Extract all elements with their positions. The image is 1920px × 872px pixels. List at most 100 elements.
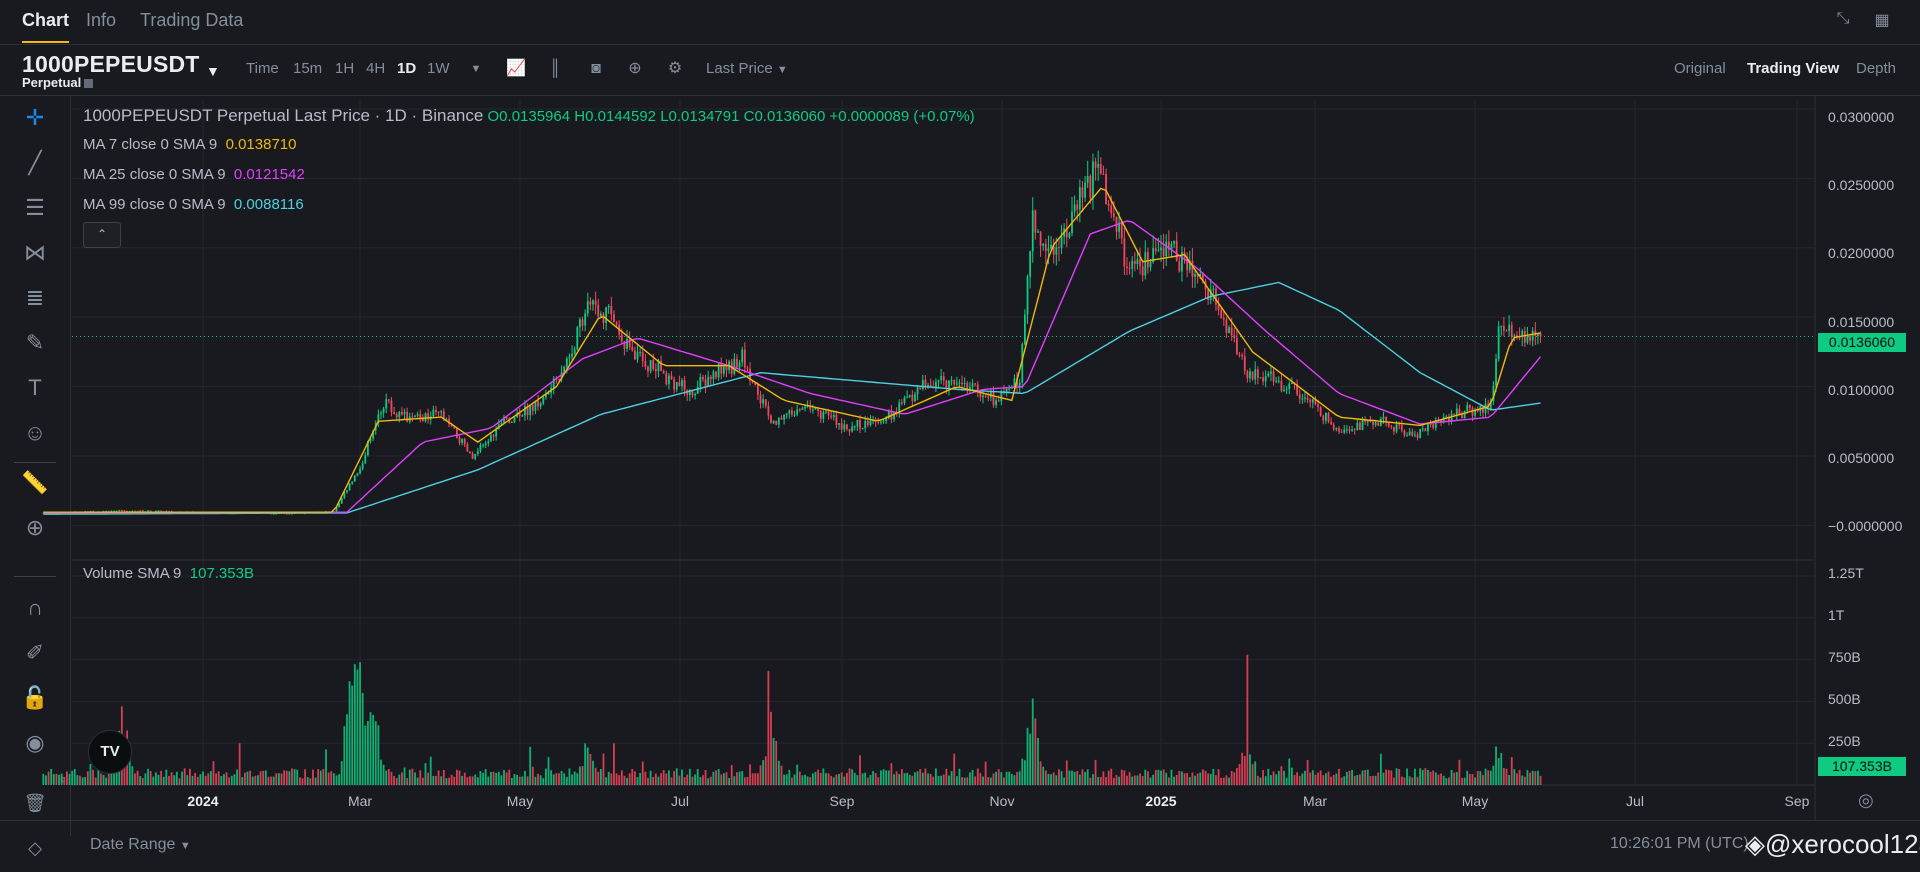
volume-bar	[1356, 775, 1359, 785]
timeframe-1d[interactable]: 1D	[397, 60, 417, 77]
timeframe-time[interactable]: Time	[246, 60, 279, 77]
candle-body	[843, 424, 846, 430]
volume-bar	[1301, 773, 1304, 785]
candle-body	[401, 412, 403, 415]
volume-bar	[272, 776, 275, 785]
volume-bar	[1199, 772, 1202, 785]
brush-icon[interactable]: ✎	[25, 330, 45, 355]
candle-body	[989, 390, 992, 398]
candle-body	[1262, 377, 1264, 382]
candle-body	[830, 415, 833, 418]
view-original[interactable]: Original	[1674, 60, 1726, 77]
volume-bar	[1518, 769, 1521, 785]
volume-bar	[741, 771, 744, 785]
volume-bar	[1186, 772, 1189, 785]
add-icon[interactable]: ⊕	[628, 60, 642, 77]
candle-body	[1359, 422, 1361, 430]
candle-body	[974, 383, 977, 385]
collapse-toolbar-icon[interactable]: ‹	[60, 772, 64, 786]
volume-bar	[670, 777, 673, 785]
candle-body	[1149, 262, 1152, 268]
ma25-value: 0.0121542	[233, 166, 305, 183]
ruler-icon[interactable]: 📏	[21, 470, 49, 495]
volume-bar	[86, 771, 89, 785]
volume-bar	[1482, 774, 1484, 785]
camera-icon[interactable]: ◙	[591, 60, 601, 77]
text-icon[interactable]: T	[28, 375, 42, 400]
ma7-legend[interactable]: MA 7 close 0 SMA 9 0.0138710	[83, 136, 296, 153]
ma7-label: MA 7 close 0 SMA 9	[83, 136, 218, 153]
candle-body	[581, 319, 584, 326]
candle-body	[691, 390, 694, 396]
candle-body	[822, 412, 825, 419]
tab-trading-data[interactable]: Trading Data	[140, 10, 244, 30]
candle-body	[1348, 429, 1351, 431]
price-type-select[interactable]: Last Price ▼	[706, 60, 788, 77]
volume-bar	[393, 776, 395, 785]
volume-bar	[1256, 775, 1259, 785]
volume-bar	[1387, 769, 1390, 785]
grid-layout-icon[interactable]: ▦	[1874, 12, 1890, 29]
view-trading-view[interactable]: Trading View	[1747, 60, 1840, 77]
candle-body	[961, 382, 963, 385]
horizontal-lines-icon[interactable]: ☰	[25, 195, 45, 220]
candle-type-icon[interactable]: ║	[549, 60, 561, 77]
candle-body	[1120, 222, 1123, 239]
candle-body	[602, 313, 605, 324]
symbol-name[interactable]: 1000PEPEUSDT	[22, 51, 200, 77]
ma7-value: 0.0138710	[225, 136, 297, 153]
candle-body	[458, 437, 461, 443]
candle-body	[469, 451, 471, 454]
settings-icon[interactable]: ⚙	[667, 60, 683, 77]
unlock-icon[interactable]: 🔓	[21, 685, 49, 710]
candle-body	[254, 512, 257, 514]
pattern-icon[interactable]: ⋈	[24, 240, 46, 265]
minimize-icon[interactable]: ⤡	[1836, 10, 1850, 27]
tab-chart[interactable]: Chart	[22, 10, 70, 43]
fib-icon[interactable]: ≣	[25, 285, 45, 310]
timeframe-4h[interactable]: 4H	[366, 60, 386, 77]
volume-bar	[209, 771, 212, 785]
zoom-in-icon[interactable]: ⊕	[25, 515, 45, 540]
volume-bar	[1429, 771, 1432, 785]
view-depth[interactable]: Depth	[1856, 60, 1897, 77]
volume-bar	[401, 772, 403, 785]
legend-collapse-button[interactable]: ⌃	[83, 222, 121, 248]
more-timeframes-icon[interactable]: ▼	[470, 63, 482, 75]
date-range-button[interactable]: Date Range ▼	[90, 836, 191, 854]
symbol-dropdown-icon[interactable]: ▼	[206, 63, 220, 79]
lock-drawing-icon[interactable]: ✐	[25, 640, 45, 665]
eye-icon[interactable]: ◉	[25, 730, 45, 755]
trend-line-icon[interactable]: ╱	[28, 150, 42, 175]
price-axis-label: −0.0000000	[1828, 518, 1903, 534]
emoji-icon[interactable]: ☺	[23, 420, 47, 445]
ma99-legend[interactable]: MA 99 close 0 SMA 9 0.0088116	[83, 196, 304, 213]
axis-settings-icon[interactable]: ◎	[1858, 790, 1874, 810]
candle-body	[1044, 243, 1047, 251]
timeframe-1h[interactable]: 1H	[335, 60, 355, 77]
volume-bar	[419, 770, 422, 785]
volume-bar	[1249, 754, 1251, 785]
candle-body	[275, 513, 278, 515]
candle-body	[421, 417, 424, 422]
candle-body	[890, 410, 893, 420]
magnet-icon[interactable]: ∩	[27, 595, 43, 620]
tradingview-logo[interactable]: TV	[88, 730, 132, 774]
timeframe-15m[interactable]: 15m	[293, 60, 323, 77]
tab-info[interactable]: Info	[86, 10, 117, 30]
volume-bar	[599, 769, 602, 785]
volume-bar	[1107, 770, 1110, 785]
layers-icon[interactable]: ◇	[28, 838, 42, 858]
volume-bar	[665, 773, 668, 785]
volume-bar	[1037, 737, 1039, 785]
trash-icon[interactable]: 🗑	[23, 793, 47, 813]
indicator-icon[interactable]: 📈	[506, 60, 526, 77]
volume-bar	[1330, 776, 1333, 785]
candle-body	[1325, 412, 1327, 421]
timeframe-1w[interactable]: 1W	[427, 60, 450, 77]
volume-bar	[1157, 769, 1160, 785]
volume-bar	[1230, 771, 1233, 785]
crosshair-icon[interactable]: ✛	[25, 105, 45, 130]
ma25-legend[interactable]: MA 25 close 0 SMA 9 0.0121542	[83, 166, 305, 183]
